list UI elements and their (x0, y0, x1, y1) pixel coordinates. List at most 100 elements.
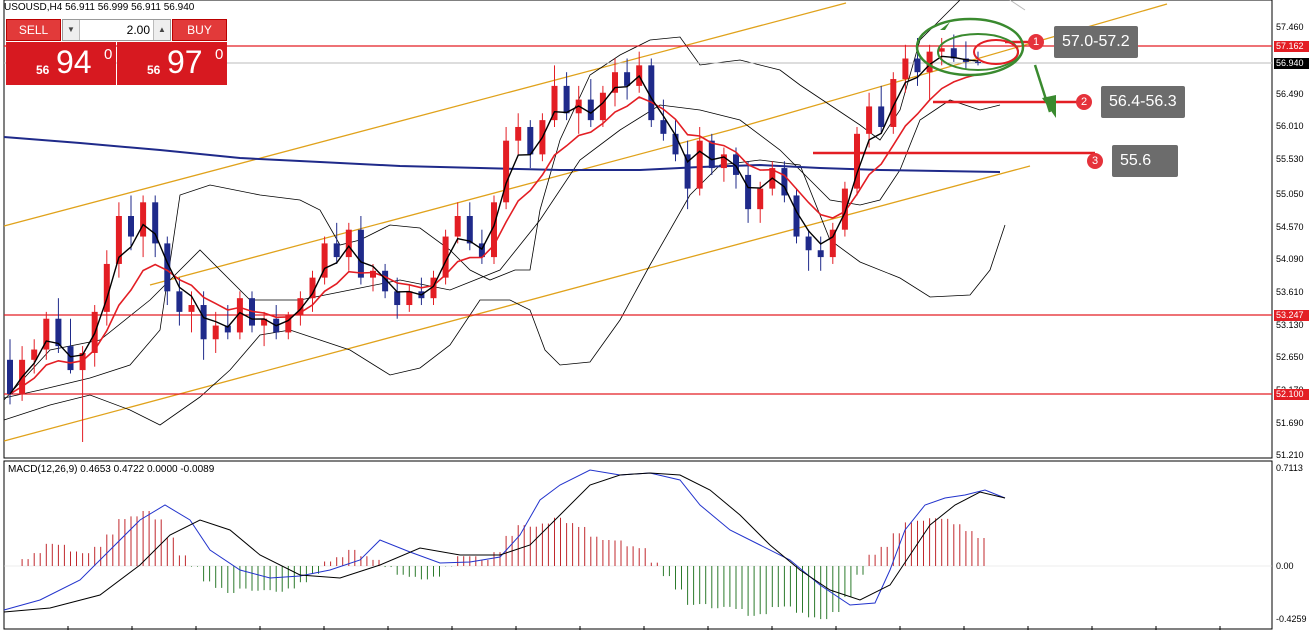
candle-body (612, 72, 618, 93)
candle (660, 99, 667, 141)
candle-body (696, 140, 703, 189)
candle-body (309, 277, 316, 299)
sell-quote-big: 94 (56, 44, 92, 80)
candle (878, 85, 885, 134)
candle (708, 133, 715, 175)
candle (854, 126, 860, 196)
volume-up-arrow-icon[interactable]: ▲ (153, 20, 170, 40)
candle-body (394, 291, 401, 306)
green-arrow-head (1042, 95, 1056, 118)
candle-body (854, 133, 860, 189)
candle-body (708, 140, 715, 169)
macd-pane-frame (3, 460, 1273, 630)
price-level-label: 57.162 (1274, 41, 1309, 52)
volume-down-arrow-icon[interactable]: ▼ (63, 20, 80, 40)
candle-body (829, 229, 836, 258)
candle-body (67, 346, 74, 371)
candle (624, 58, 631, 100)
price-axis-label: 53.130 (1276, 320, 1304, 330)
candle (394, 277, 401, 319)
candle-body (188, 305, 195, 312)
candle-body (7, 359, 13, 395)
candle (370, 263, 376, 292)
sell-quote[interactable]: 56 94 0 (6, 42, 116, 85)
candle (212, 311, 219, 353)
price-axis-label: 54.090 (1276, 254, 1304, 264)
candle-body (878, 106, 885, 127)
price-axis-label: 52.650 (1276, 352, 1304, 362)
price-axis-label: 51.690 (1276, 418, 1304, 428)
callout-2-number: 2 (1076, 94, 1092, 110)
buy-button[interactable]: BUY (172, 19, 227, 41)
sell-button[interactable]: SELL (6, 19, 61, 41)
candle-body (902, 58, 909, 80)
candle (67, 318, 74, 374)
candle-body (745, 174, 752, 210)
candle (793, 188, 800, 244)
candle (333, 222, 340, 264)
candle-body (442, 236, 449, 278)
candle-body (890, 79, 897, 127)
candle (515, 113, 522, 155)
candle-body (31, 349, 38, 360)
candle-body (164, 243, 171, 292)
candle-body (297, 298, 304, 316)
candle (261, 311, 268, 347)
candle-body (720, 154, 727, 169)
time-axis-ticks (67, 626, 1221, 630)
volume-value[interactable]: 2.00 (126, 23, 150, 37)
black-moving-average (9, 55, 979, 395)
bollinger-lower (3, 159, 1006, 426)
candle (841, 181, 848, 237)
candle-body (430, 277, 437, 299)
buy-quote[interactable]: 56 97 0 (117, 42, 227, 85)
candle (406, 284, 413, 312)
callout-1-number: 1 (1028, 34, 1044, 50)
callout-2: 56.4-56.3 (1101, 86, 1185, 118)
candle (466, 202, 473, 251)
candle (200, 291, 207, 360)
sell-quote-small: 56 (36, 63, 50, 77)
candle (382, 263, 389, 299)
bollinger-middle (3, 99, 1001, 401)
candle-body (841, 188, 848, 230)
candle (829, 222, 836, 264)
candle (491, 195, 497, 264)
candle (430, 270, 437, 306)
candle (176, 277, 183, 326)
price-level-label: 56.940 (1274, 58, 1309, 69)
candle (103, 250, 110, 326)
volume-field[interactable]: ▼ 2.00 ▲ (62, 19, 171, 41)
candle (115, 202, 122, 278)
candle-body (491, 202, 497, 258)
candle-body (599, 92, 606, 121)
candle-body (914, 58, 921, 73)
candle-body (103, 263, 110, 312)
candle-body (285, 315, 292, 333)
candle (696, 126, 703, 196)
macd-line (3, 469, 1006, 611)
channel-mid-extension (729, 3, 1168, 131)
candle-body (200, 305, 207, 340)
candle (43, 311, 50, 360)
candle-body (950, 48, 957, 59)
candle-body (454, 216, 461, 237)
candle-body (563, 85, 570, 114)
candle-body (236, 298, 243, 333)
price-axis-label: 51.210 (1276, 450, 1304, 460)
candle-body (515, 126, 522, 141)
candle-body (176, 291, 183, 312)
candle-body (478, 243, 485, 258)
candle-body (805, 236, 812, 251)
one-click-trading-panel: SELL ▼ 2.00 ▲ BUY 56 94 0 56 97 0 (6, 19, 227, 85)
candle-body (660, 120, 667, 134)
price-level-label: 52.100 (1274, 389, 1309, 400)
price-axis-label: 56.490 (1276, 89, 1304, 99)
candle (684, 140, 691, 210)
channel-upper-line (3, 2, 847, 227)
candle (817, 236, 824, 271)
callout-3-number: 3 (1087, 153, 1103, 169)
candle-body (938, 48, 945, 52)
candle-body (975, 61, 981, 63)
